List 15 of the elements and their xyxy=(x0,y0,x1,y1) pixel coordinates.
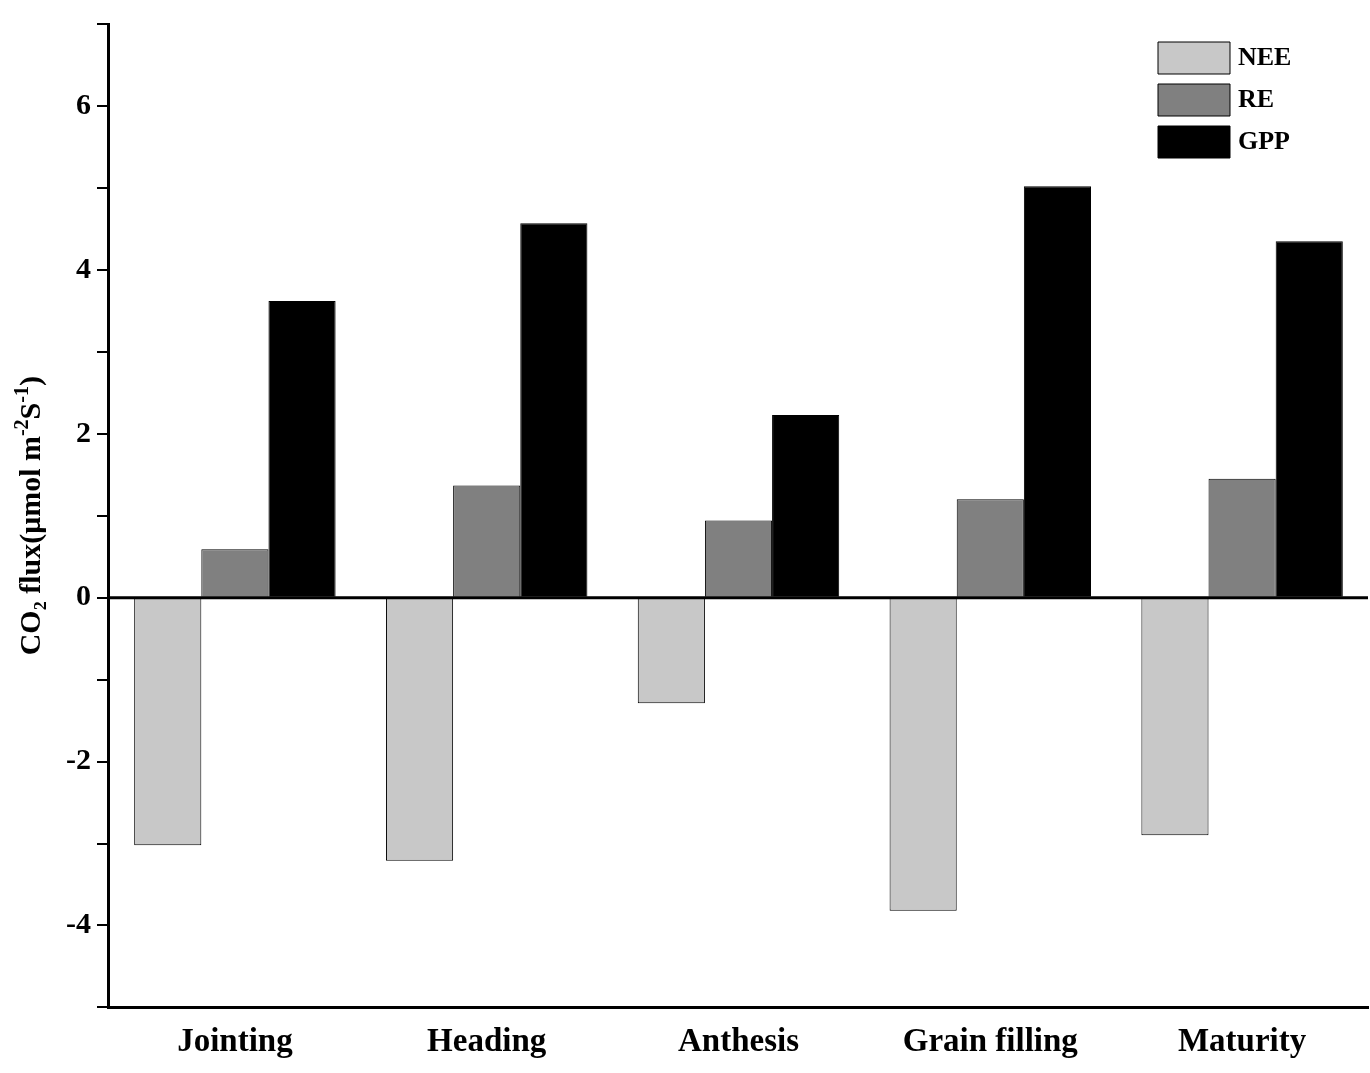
x-tick-label: Heading xyxy=(427,1021,547,1058)
x-tick-label: Jointing xyxy=(177,1021,294,1058)
y-tick-label: -2 xyxy=(65,742,91,776)
y-tick-label: 6 xyxy=(75,86,91,120)
y-tick-label: 4 xyxy=(75,250,91,284)
legend-label: GPP xyxy=(1238,125,1291,155)
x-tick-label: Grain filling xyxy=(902,1021,1079,1058)
x-tick-label: Anthesis xyxy=(677,1021,800,1058)
y-tick-label: -4 xyxy=(65,906,91,940)
y-tick-label: 2 xyxy=(75,414,91,448)
y-axis-title: CO₂ flux(μmol m-2S-1) xyxy=(10,376,47,656)
legend-label: NEE xyxy=(1238,41,1292,71)
x-tick-label: Maturity xyxy=(1177,1021,1307,1058)
legend-label: RE xyxy=(1238,83,1275,113)
y-tick-label: 0 xyxy=(75,578,91,612)
